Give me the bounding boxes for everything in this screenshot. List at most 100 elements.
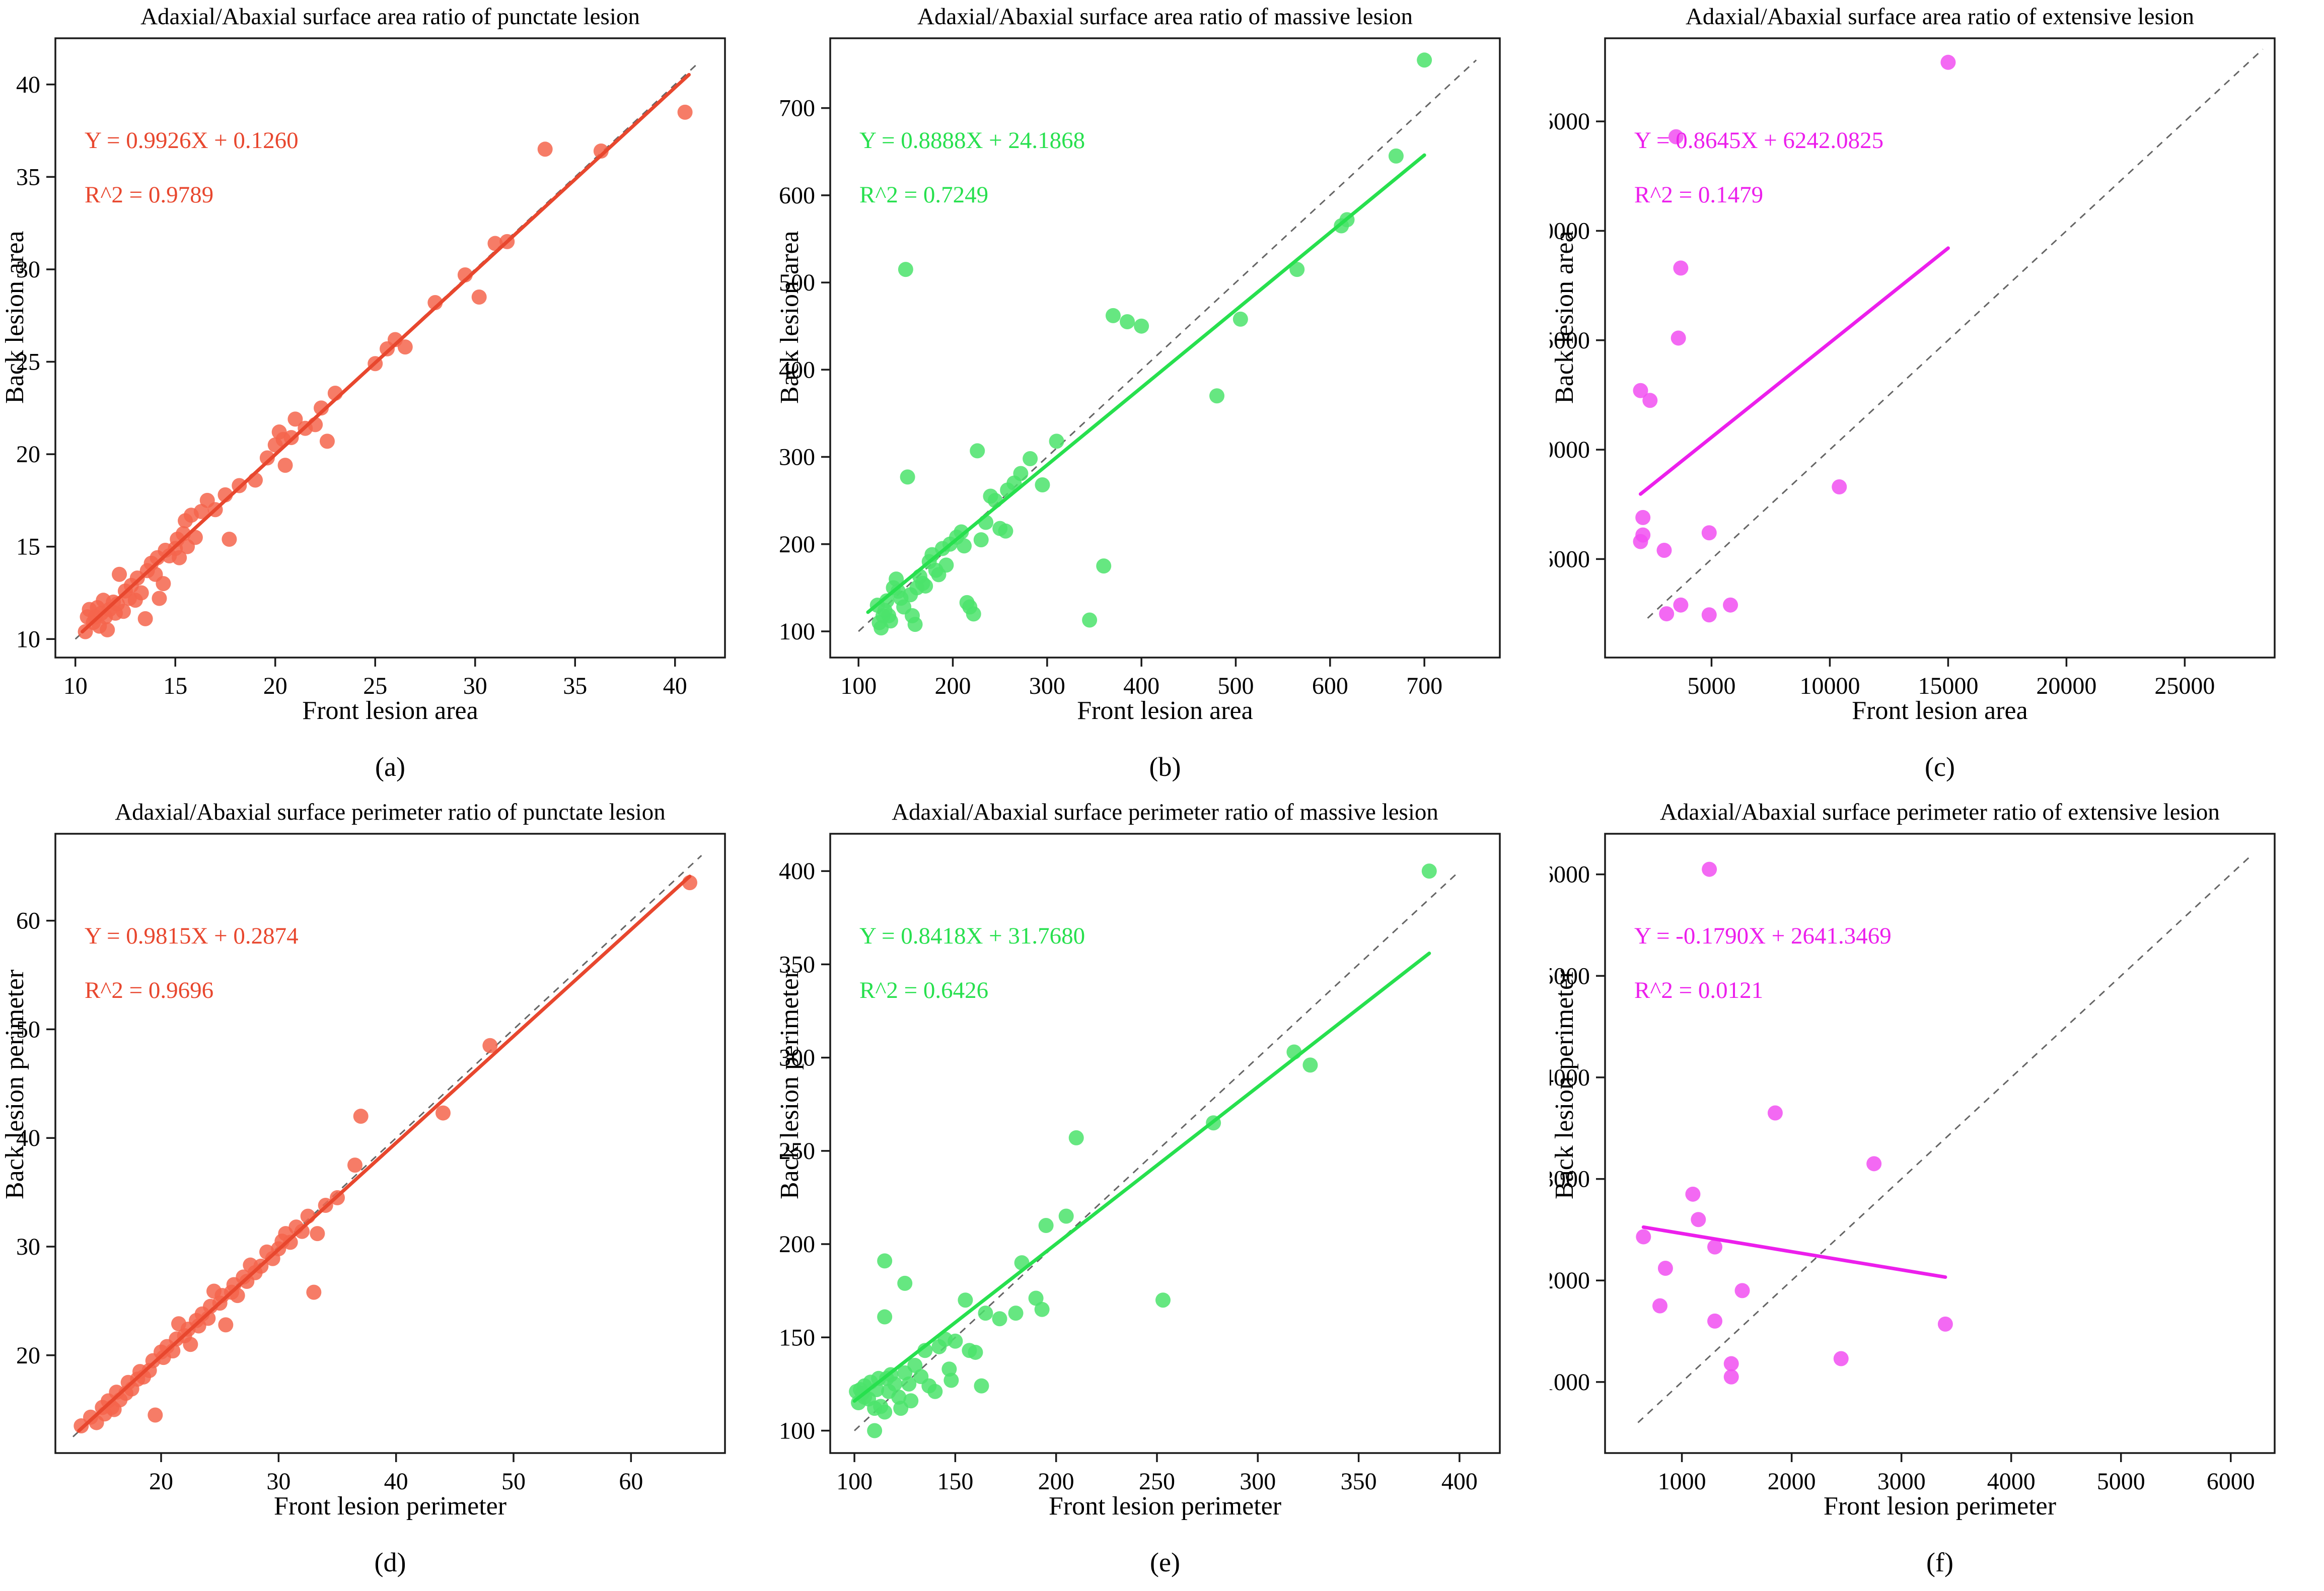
panel-b: Adaxial/Abaxial surface area ratio of ma… <box>775 0 1549 796</box>
svg-text:250: 250 <box>1139 1468 1175 1495</box>
panel-a-equation: Y = 0.9926X + 0.1260 <box>85 127 299 154</box>
svg-text:40: 40 <box>16 71 40 98</box>
svg-text:700: 700 <box>779 95 815 122</box>
svg-text:35: 35 <box>563 673 587 699</box>
panel-c-letter: (c) <box>1925 752 1955 782</box>
svg-text:300: 300 <box>1029 673 1065 699</box>
panel-a-letter: (a) <box>375 752 405 782</box>
panel-c-y-axis-label: Back lesion area <box>1550 231 1579 404</box>
svg-text:10000: 10000 <box>1799 673 1860 699</box>
svg-text:2000: 2000 <box>1550 1267 1590 1294</box>
svg-text:15000: 15000 <box>1918 673 1978 699</box>
panel-e-y-axis-label: Back lesion perimeter <box>775 969 804 1199</box>
panel-f-title: Adaxial/Abaxial surface perimeter ratio … <box>1660 799 2220 825</box>
svg-text:600: 600 <box>1312 673 1348 699</box>
svg-text:25: 25 <box>363 673 387 699</box>
svg-text:5000: 5000 <box>1550 963 1590 989</box>
svg-text:100: 100 <box>836 1468 873 1495</box>
panel-a-x-axis-label: Front lesion area <box>302 696 478 725</box>
svg-text:300: 300 <box>779 444 815 471</box>
panel-d-y-axis-label: Back lesion perimeter <box>1 969 29 1199</box>
panel-b-title: Adaxial/Abaxial surface area ratio of ma… <box>917 4 1413 30</box>
panel-f-r-squared: R^2 = 0.0121 <box>1634 977 1764 1003</box>
panel-c-r-squared: R^2 = 0.1479 <box>1634 182 1764 208</box>
svg-text:35: 35 <box>16 164 40 190</box>
svg-text:150: 150 <box>937 1468 973 1495</box>
panel-a-r-squared: R^2 = 0.9789 <box>85 182 214 208</box>
svg-text:6000: 6000 <box>2207 1468 2255 1495</box>
panel-c-equation: Y = 0.8645X + 6242.0825 <box>1634 127 1884 154</box>
svg-text:25: 25 <box>16 349 40 376</box>
svg-text:400: 400 <box>1123 673 1159 699</box>
svg-text:20: 20 <box>16 441 40 468</box>
panel-b-r-squared: R^2 = 0.7249 <box>859 182 989 208</box>
panel-b-y-axis-label: Back lesion area <box>775 231 804 404</box>
svg-text:200: 200 <box>935 673 971 699</box>
svg-text:6000: 6000 <box>1550 861 1590 888</box>
svg-text:60: 60 <box>619 1468 643 1495</box>
svg-text:20: 20 <box>149 1468 173 1495</box>
panel-f-chart: 1000 2000 3000 4000 5000 6000 1000 2000 3000 4000… <box>1550 833 2276 1495</box>
svg-text:3000: 3000 <box>1877 1468 1926 1495</box>
svg-text:15: 15 <box>16 534 40 560</box>
svg-text:100: 100 <box>840 673 877 699</box>
panel-c-chart: 5000 10000 15000 20000 25000 5000 10000 15000 20… <box>1550 37 2276 699</box>
svg-text:50: 50 <box>501 1468 526 1495</box>
svg-text:1000: 1000 <box>1658 1468 1706 1495</box>
svg-text:40: 40 <box>384 1468 408 1495</box>
panel-d: Adaxial/Abaxial surface perimeter ratio … <box>0 796 774 1591</box>
svg-text:30: 30 <box>16 1234 40 1260</box>
svg-text:3000: 3000 <box>1550 1166 1590 1193</box>
panel-d-chart: 20 30 40 50 60 20 30 40 50 60 <box>16 833 726 1495</box>
panel-d-r-squared: R^2 = 0.9696 <box>85 977 214 1003</box>
svg-text:5000: 5000 <box>1550 546 1590 572</box>
svg-text:250: 250 <box>779 1138 815 1165</box>
panel-e-chart: 100 150 200 250 300 350 400 100 150 200 250 300 350 4… <box>779 833 1501 1495</box>
svg-text:300: 300 <box>779 1045 815 1071</box>
svg-text:10: 10 <box>63 673 88 699</box>
panel-f-x-axis-label: Front lesion perimeter <box>1823 1492 2057 1521</box>
svg-text:150: 150 <box>779 1324 815 1351</box>
panel-d-title: Adaxial/Abaxial surface perimeter ratio … <box>115 799 666 825</box>
panel-e-title: Adaxial/Abaxial surface perimeter ratio … <box>892 799 1438 825</box>
panel-d-x-axis-label: Front lesion perimeter <box>273 1492 507 1521</box>
svg-text:100: 100 <box>779 618 815 645</box>
panel-c-title: Adaxial/Abaxial surface area ratio of ex… <box>1685 4 2195 30</box>
svg-text:600: 600 <box>779 182 815 209</box>
panel-c-x-axis-label: Front lesion area <box>1852 696 2028 725</box>
panel-d-equation: Y = 0.9815X + 0.2874 <box>85 923 299 949</box>
svg-text:2000: 2000 <box>1768 1468 1816 1495</box>
svg-text:500: 500 <box>1217 673 1254 699</box>
panel-e-equation: Y = 0.8418X + 31.7680 <box>859 923 1085 949</box>
svg-text:60: 60 <box>16 908 40 934</box>
panel-e: Adaxial/Abaxial surface perimeter ratio … <box>775 796 1549 1591</box>
svg-text:200: 200 <box>1038 1468 1074 1495</box>
svg-text:5000: 5000 <box>2097 1468 2145 1495</box>
svg-text:350: 350 <box>1341 1468 1377 1495</box>
svg-text:20000: 20000 <box>1550 218 1590 244</box>
svg-text:400: 400 <box>779 356 815 383</box>
svg-text:40: 40 <box>663 673 687 699</box>
svg-text:25000: 25000 <box>1550 108 1590 135</box>
svg-text:500: 500 <box>779 269 815 296</box>
svg-text:350: 350 <box>779 951 815 978</box>
svg-text:30: 30 <box>16 256 40 283</box>
svg-text:200: 200 <box>779 531 815 558</box>
panel-e-r-squared: R^2 = 0.6426 <box>859 977 989 1003</box>
svg-text:4000: 4000 <box>1987 1468 2036 1495</box>
panel-b-equation: Y = 0.8888X + 24.1868 <box>859 127 1085 154</box>
svg-text:50: 50 <box>16 1016 40 1043</box>
svg-text:400: 400 <box>1441 1468 1478 1495</box>
svg-text:300: 300 <box>1240 1468 1276 1495</box>
svg-text:400: 400 <box>779 858 815 885</box>
svg-text:20: 20 <box>263 673 287 699</box>
panel-a-chart: 10 15 20 25 30 35 40 10 15 20 25 30 35 40 <box>16 37 726 699</box>
svg-text:15000: 15000 <box>1550 327 1590 354</box>
svg-text:100: 100 <box>779 1418 815 1444</box>
panel-a: Adaxial/Abaxial surface area ratio of pu… <box>0 0 774 796</box>
panel-f: Adaxial/Abaxial surface perimeter ratio … <box>1550 796 2324 1591</box>
panel-f-letter: (f) <box>1926 1547 1953 1577</box>
svg-text:25000: 25000 <box>2154 673 2215 699</box>
svg-text:30: 30 <box>463 673 487 699</box>
svg-text:5000: 5000 <box>1687 673 1735 699</box>
